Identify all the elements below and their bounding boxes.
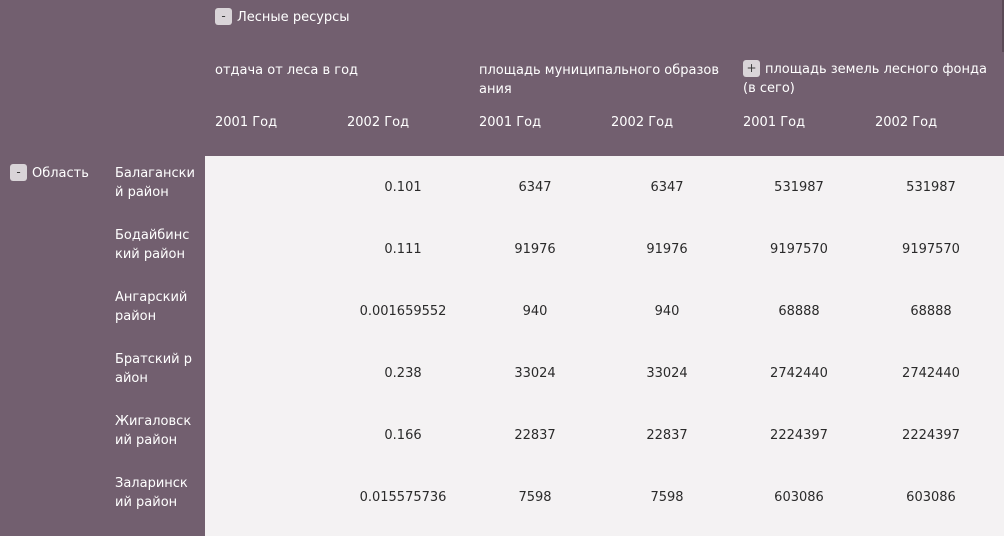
district-row-header: Ангарский район [105, 280, 207, 344]
data-cell: 603086 [865, 466, 999, 530]
year-header: 2002 Год [337, 104, 471, 158]
data-cell-partial [997, 528, 1004, 536]
data-cell-overflow [997, 404, 1004, 468]
data-cell: 603086 [733, 466, 867, 530]
data-cell: 0.238 [337, 342, 471, 406]
data-cell-overflow [997, 156, 1004, 220]
region-label: Область [32, 166, 89, 181]
collapse-region-button[interactable]: - [10, 164, 27, 181]
data-cell-overflow [997, 218, 1004, 282]
district-row-header: Жигаловский район [105, 404, 207, 468]
year-header-overflow [997, 104, 1004, 158]
data-cell: 33024 [469, 342, 603, 406]
data-cell: 68888 [865, 280, 999, 344]
data-cell: 22837 [469, 404, 603, 468]
district-row-header: Братский район [105, 342, 207, 406]
group-header-label: Лесные ресурсы [237, 10, 350, 25]
year-header: 2002 Год [865, 104, 999, 158]
data-cell: 68888 [733, 280, 867, 344]
data-cell: 91976 [601, 218, 735, 282]
data-cell-overflow [997, 280, 1004, 344]
expand-measure-button[interactable]: + [743, 60, 760, 77]
measure-header-forest-yield: отдача от леса в год [205, 52, 471, 106]
data-cell: 7598 [601, 466, 735, 530]
data-cell [205, 466, 339, 530]
data-cell: 531987 [733, 156, 867, 220]
data-cell: 6347 [601, 156, 735, 220]
year-header: 2001 Год [469, 104, 603, 158]
measure-header-label: отдача от леса в год [215, 63, 359, 78]
region-row-header: - Область [0, 156, 107, 536]
measure-header-forest-fund-area: + площадь земель лесного фонда (в сего) [733, 52, 999, 106]
data-cell: 940 [601, 280, 735, 344]
data-cell-partial [337, 528, 471, 536]
data-cell: 2742440 [733, 342, 867, 406]
data-cell: 9197570 [733, 218, 867, 282]
data-cell-partial [469, 528, 603, 536]
measure-header-municipal-area: площадь муниципального образования [469, 52, 735, 106]
measure-header-overflow [997, 52, 1004, 106]
data-cell: 0.001659552 [337, 280, 471, 344]
collapse-group-button[interactable]: - [215, 8, 232, 25]
data-cell: 0.101 [337, 156, 471, 220]
data-cell-overflow [997, 466, 1004, 530]
data-cell-partial [865, 528, 999, 536]
data-cell [205, 342, 339, 406]
data-cell: 91976 [469, 218, 603, 282]
data-cell-partial [601, 528, 735, 536]
data-cell [205, 156, 339, 220]
data-cell [205, 280, 339, 344]
data-cell: 0.111 [337, 218, 471, 282]
data-cell: 2742440 [865, 342, 999, 406]
data-cell [205, 404, 339, 468]
year-header: 2001 Год [733, 104, 867, 158]
data-cell: 940 [469, 280, 603, 344]
data-cell: 2224397 [865, 404, 999, 468]
measure-header-label: площадь земель лесного фонда (в сего) [743, 62, 987, 96]
district-row-header-partial [105, 528, 207, 536]
data-cell: 6347 [469, 156, 603, 220]
data-cell: 531987 [865, 156, 999, 220]
year-header: 2001 Год [205, 104, 339, 158]
data-cell: 33024 [601, 342, 735, 406]
data-cell: 2224397 [733, 404, 867, 468]
year-header: 2002 Год [601, 104, 735, 158]
data-cell-partial [205, 528, 339, 536]
data-cell: 9197570 [865, 218, 999, 282]
district-row-header: Балаганский район [105, 156, 207, 220]
data-cell-overflow [997, 342, 1004, 406]
data-cell: 7598 [469, 466, 603, 530]
data-cell: 0.015575736 [337, 466, 471, 530]
data-cell: 0.166 [337, 404, 471, 468]
group-header-forest-resources: - Лесные ресурсы [205, 0, 1004, 54]
district-row-header: Бодайбинский район [105, 218, 207, 282]
data-cell-partial [733, 528, 867, 536]
data-cell [205, 218, 339, 282]
data-cell: 22837 [601, 404, 735, 468]
measure-header-label: площадь муниципального образования [479, 63, 720, 97]
corner-cell [0, 0, 207, 158]
district-row-header: Заларинский район [105, 466, 207, 530]
